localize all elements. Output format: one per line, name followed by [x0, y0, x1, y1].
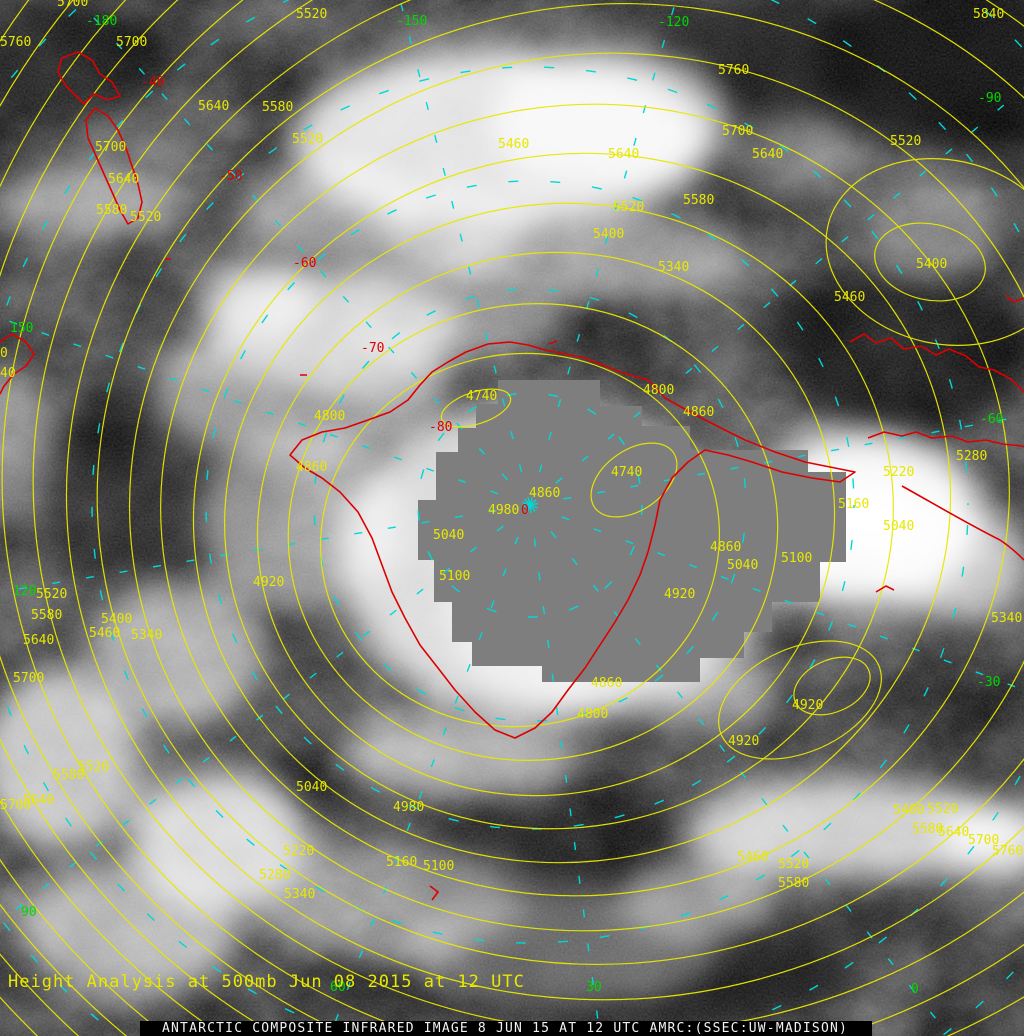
new-zealand-coastline	[57, 51, 143, 225]
small-red-marks	[165, 258, 895, 901]
height-analysis-annotation: Height Analysis at 500mb Jun 08 2015 at …	[8, 972, 525, 992]
no-data-region	[418, 380, 846, 682]
left-edge-island-coastline	[0, 333, 35, 395]
caption-text: ANTARCTIC COMPOSITE INFRARED IMAGE 8 JUN…	[162, 1021, 849, 1036]
caption-bar: ANTARCTIC COMPOSITE INFRARED IMAGE 8 JUN…	[140, 1021, 872, 1036]
antarctica-coastline	[289, 341, 856, 739]
coastline-layer	[0, 51, 1024, 901]
south-america-coastline	[849, 295, 1024, 561]
